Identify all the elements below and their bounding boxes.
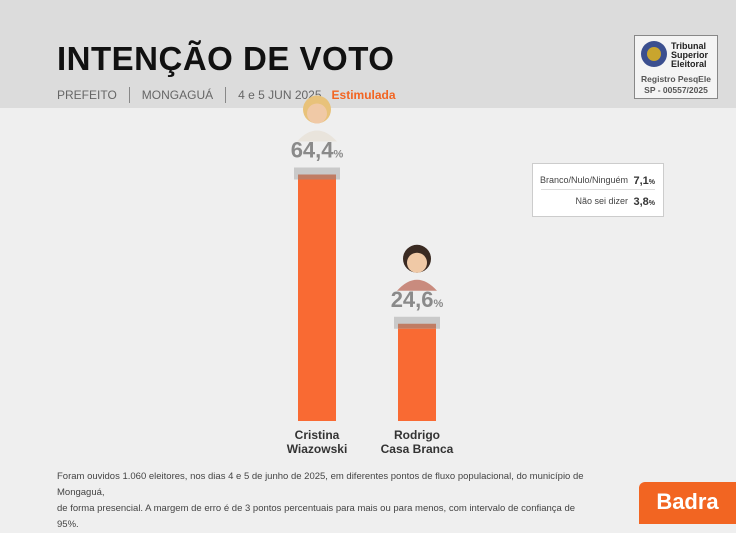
bar xyxy=(298,179,336,421)
tse-seal-icon xyxy=(641,41,667,67)
divider xyxy=(225,87,227,103)
bar-cap-inner xyxy=(398,323,436,329)
data-label: 24,6% xyxy=(391,287,444,312)
legend-label: Não sei dizer xyxy=(575,196,628,206)
tse-line-3: Eleitoral xyxy=(671,59,707,69)
city-label: MONGAGUÁ xyxy=(141,88,214,102)
methodology-note: Foram ouvidos 1.060 eleitores, nos dias … xyxy=(57,469,597,533)
legend-label: Branco/Nulo/Ninguém xyxy=(539,175,628,185)
subtitle-row: PREFEITO MONGAGUÁ 4 e 5 JUN 2025 Estimul… xyxy=(57,87,396,103)
note-line-1: Foram ouvidos 1.060 eleitores, nos dias … xyxy=(57,471,584,498)
divider xyxy=(128,87,130,103)
tse-numero: SP - 00557/2025 xyxy=(644,85,708,95)
tse-name: Tribunal Superior Eleitoral xyxy=(671,42,708,69)
category-label: Rodrigo xyxy=(394,428,440,442)
poll-type-label: Estimulada xyxy=(331,88,396,102)
tse-registro: Registro PesqEle xyxy=(641,74,711,84)
bar-cap-inner xyxy=(298,174,336,180)
page-title: INTENÇÃO DE VOTO xyxy=(57,40,395,77)
tse-line-1: Tribunal xyxy=(671,41,707,51)
date-label: 4 e 5 JUN 2025 xyxy=(238,88,322,102)
category-label: Casa Branca xyxy=(381,442,454,456)
bar xyxy=(398,328,436,421)
header-band xyxy=(0,0,736,108)
tse-line-2: Superior xyxy=(671,50,709,60)
legend-divider xyxy=(541,189,655,190)
category-label: Cristina xyxy=(295,428,340,442)
tse-registration-badge: Tribunal Superior Eleitoral Registro Pes… xyxy=(634,35,718,99)
category-label: Wiazowski xyxy=(287,442,348,456)
office-label: PREFEITO xyxy=(57,88,117,102)
candidate-photo xyxy=(297,95,337,142)
data-label: 64,4% xyxy=(291,138,344,163)
candidate-photo xyxy=(397,244,437,291)
note-line-2: de forma presencial. A margem de erro é … xyxy=(57,503,576,530)
brand-logo: Badra xyxy=(639,482,736,524)
other-answers-box: Branco/Nulo/Ninguém 7,1% Não sei dizer 3… xyxy=(532,163,664,217)
legend-value: 3,8% xyxy=(633,196,655,208)
legend-value: 7,1% xyxy=(633,175,655,187)
